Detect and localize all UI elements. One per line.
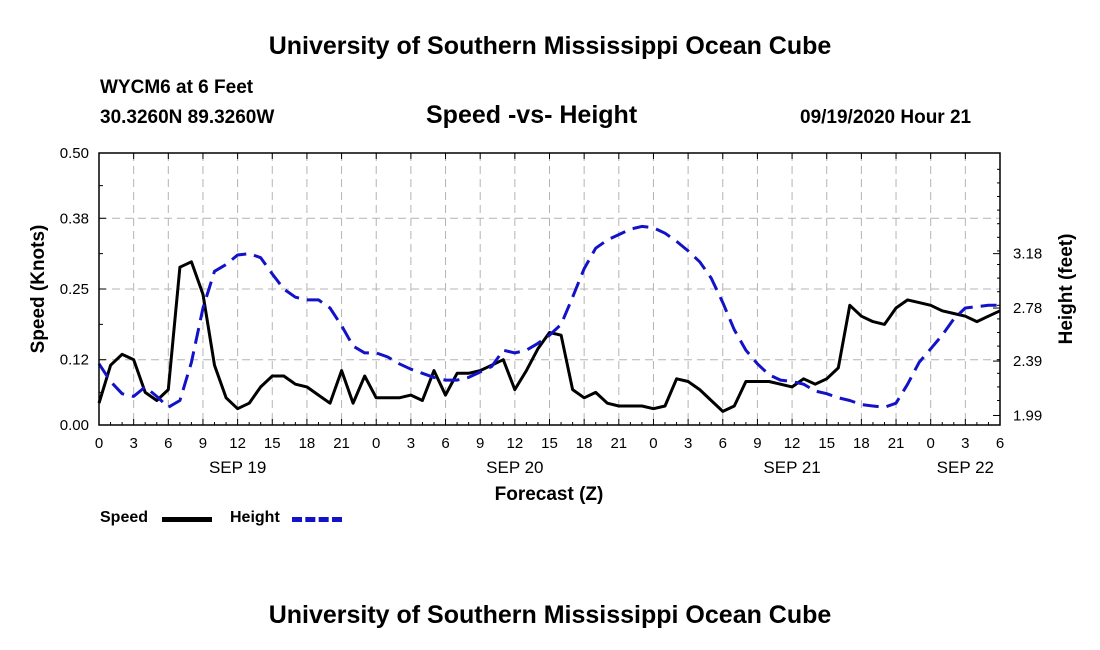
x-tick-label: 12 (784, 435, 801, 452)
legend-speed-swatch (162, 517, 212, 522)
x-tick-label: 6 (164, 435, 172, 452)
datetime-label: 09/19/2020 Hour 21 (800, 107, 972, 128)
day-label: SEP 22 (937, 458, 994, 477)
axes: 0 3 6 9 12 15 18 21 0 3 6 9 12 15 18 21 0 3 6 9 12 15 18 21 0 3 6 0… (60, 145, 1042, 477)
y2-tick-label: 3.18 (1013, 246, 1042, 263)
location-label: 30.3260N 89.3260W (100, 107, 275, 128)
station-label: WYCM6 at 6 Feet (100, 77, 254, 98)
y-tick-label: 0.38 (60, 210, 89, 227)
top-title: University of Southern Mississippi Ocean… (268, 32, 832, 60)
x-tick-label: 12 (507, 435, 524, 452)
bottom-title: University of Southern Mississippi Ocean… (268, 601, 832, 629)
y-tick-label: 0.50 (60, 145, 89, 162)
x-tick-label: 18 (299, 435, 316, 452)
x-tick-label: 6 (441, 435, 449, 452)
y-tick-label: 0.25 (60, 281, 89, 298)
x-tick-label: 21 (888, 435, 905, 452)
day-label: SEP 20 (486, 458, 543, 477)
grid (99, 153, 1000, 425)
x-tick-label: 0 (927, 435, 935, 452)
x-tick-label: 12 (229, 435, 246, 452)
plot-title: Speed -vs- Height (426, 101, 638, 129)
day-label: SEP 19 (209, 458, 266, 477)
x-tick-label: 6 (719, 435, 727, 452)
x-tick-label: 9 (476, 435, 484, 452)
legend-speed-label: Speed (100, 509, 149, 526)
y2-tick-label: 2.39 (1013, 353, 1042, 370)
x-tick-label: 9 (199, 435, 207, 452)
x-tick-label: 18 (853, 435, 870, 452)
y-axis-label: Speed (Knots) (28, 225, 49, 354)
x-tick-label: 3 (129, 435, 137, 452)
speed-height-chart: 0 3 6 9 12 15 18 21 0 3 6 9 12 15 18 21 0 3 6 9 12 15 18 21 0 3 6 0… (28, 145, 1077, 505)
speed-series-line (97, 260, 1001, 413)
day-label: SEP 21 (763, 458, 820, 477)
x-tick-label: 3 (684, 435, 692, 452)
y2-tick-label: 1.99 (1013, 407, 1042, 424)
x-tick-label: 3 (407, 435, 415, 452)
x-tick-label: 15 (818, 435, 835, 452)
x-tick-label: 3 (961, 435, 969, 452)
y2-axis-label: Height (feet) (1056, 234, 1077, 345)
x-tick-label: 0 (372, 435, 380, 452)
x-tick-label: 15 (541, 435, 558, 452)
legend-height-label: Height (230, 509, 280, 526)
x-tick-label: 0 (649, 435, 657, 452)
series-layer (97, 224, 1001, 413)
y2-tick-label: 2.78 (1013, 300, 1042, 317)
x-tick-label: 0 (95, 435, 103, 452)
x-tick-label: 6 (996, 435, 1004, 452)
x-tick-label: 21 (610, 435, 627, 452)
x-tick-label: 9 (753, 435, 761, 452)
y-tick-label: 0.12 (60, 352, 89, 369)
x-tick-label: 21 (333, 435, 350, 452)
height-series-line (97, 224, 1000, 409)
x-tick-label: 15 (264, 435, 281, 452)
x-tick-label: 18 (576, 435, 593, 452)
legend-height-swatch (292, 517, 342, 522)
x-axis-label: Forecast (Z) (495, 484, 604, 505)
y-tick-label: 0.00 (60, 417, 89, 434)
